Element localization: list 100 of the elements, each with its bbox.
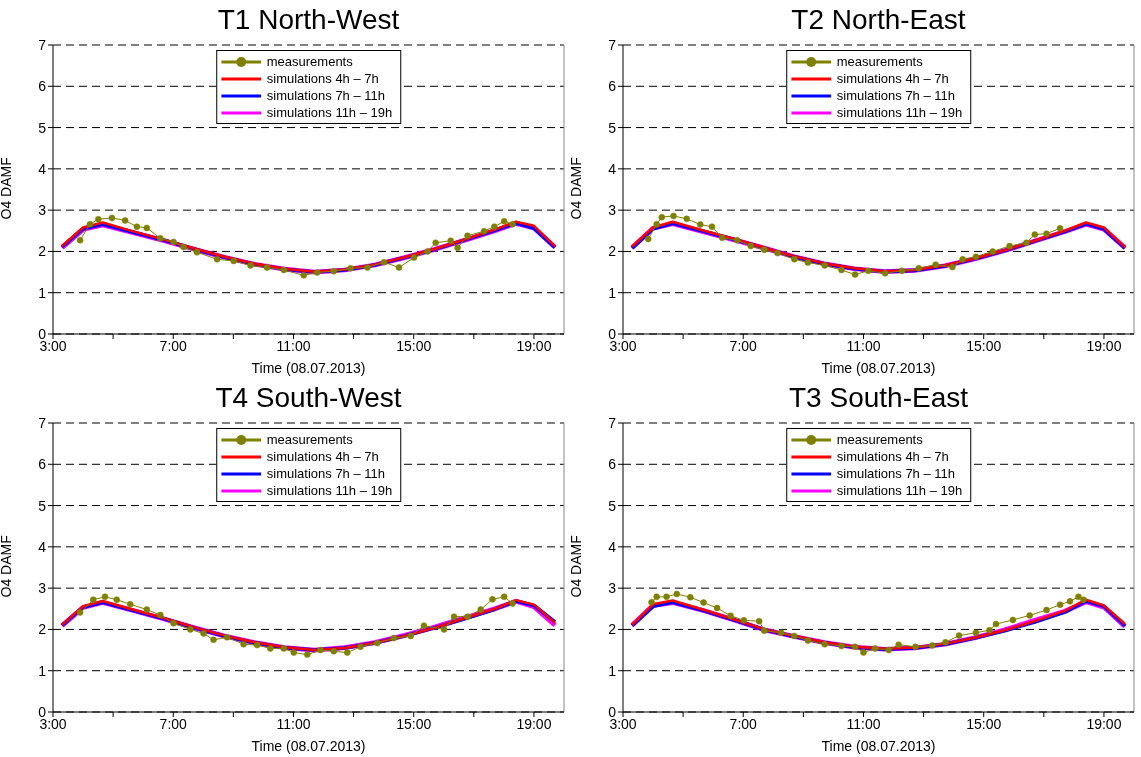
point <box>143 224 151 232</box>
x-tick-label: 7:00 <box>729 337 758 354</box>
point <box>683 215 690 223</box>
point <box>108 214 116 222</box>
point <box>489 596 496 603</box>
point <box>1080 596 1087 603</box>
point <box>500 218 508 225</box>
point <box>447 237 454 244</box>
point <box>477 606 484 613</box>
point <box>648 598 655 606</box>
y-tick-label: 7 <box>38 414 47 431</box>
point <box>747 242 754 250</box>
y-tick-label: 2 <box>608 621 617 638</box>
point <box>989 248 996 255</box>
x-tick-label: 19:00 <box>1086 337 1122 354</box>
point <box>697 221 704 228</box>
y-tick-label: 7 <box>608 36 617 53</box>
point <box>480 227 488 235</box>
legend-label: simulations 11h – 19h <box>266 105 393 120</box>
x-tick-label: 19:00 <box>516 715 552 732</box>
point <box>76 237 84 244</box>
point <box>364 264 371 271</box>
point <box>932 261 939 268</box>
point <box>127 600 134 608</box>
x-tick-label: 7:00 <box>729 715 758 732</box>
point <box>90 596 97 603</box>
point <box>330 268 337 275</box>
point <box>170 238 177 246</box>
y-tick-label: 5 <box>38 497 47 514</box>
legend-label: simulations 11h – 19h <box>836 483 963 498</box>
point <box>213 256 221 263</box>
y-tick-label: 6 <box>38 78 47 95</box>
legend-label: measurements <box>836 432 923 447</box>
y-tick-label: 6 <box>38 456 47 473</box>
point <box>290 649 298 656</box>
point <box>263 264 271 271</box>
point <box>121 217 129 224</box>
legend-label: simulations 7h – 11h <box>836 88 956 103</box>
x-tick-label: 7:00 <box>159 715 188 732</box>
y-tick-label: 2 <box>38 243 47 260</box>
point <box>761 627 768 634</box>
y-axis-title: O4 DAMF <box>567 535 584 598</box>
legend-label: simulations 11h – 19h <box>266 483 393 498</box>
point <box>101 593 109 601</box>
point <box>280 266 288 274</box>
point <box>959 256 966 263</box>
y-tick-label: 3 <box>608 580 617 597</box>
point <box>464 232 471 239</box>
point <box>210 636 217 643</box>
point <box>223 634 231 641</box>
x-tick-label: 7:00 <box>159 337 188 354</box>
point <box>454 244 461 251</box>
point <box>247 262 254 269</box>
point <box>380 258 388 266</box>
chart-title: T4 South-West <box>214 382 403 414</box>
point <box>838 266 845 274</box>
x-axis-title: Time (08.07.2013) <box>820 360 937 376</box>
point <box>500 593 508 601</box>
point <box>509 600 516 607</box>
y-tick-label: 0 <box>608 703 617 720</box>
point <box>871 645 879 652</box>
x-tick-label: 19:00 <box>516 337 552 354</box>
point <box>491 223 498 230</box>
point <box>804 637 812 644</box>
legend-label: simulations 7h – 11h <box>266 88 386 103</box>
y-tick-label: 5 <box>608 497 617 514</box>
point <box>420 622 428 629</box>
point <box>317 646 324 654</box>
y-tick-label: 0 <box>608 325 617 342</box>
point <box>1043 230 1050 237</box>
chart-title: T1 North-West <box>216 4 401 36</box>
point <box>733 237 741 244</box>
point <box>76 609 84 616</box>
point <box>113 596 120 603</box>
legend-label: measurements <box>266 54 353 69</box>
x-tick-label: 11:00 <box>846 715 881 732</box>
point <box>200 630 207 637</box>
point <box>1056 601 1064 608</box>
y-tick-label: 1 <box>608 284 617 301</box>
x-axis-title: Time (08.07.2013) <box>250 360 367 376</box>
x-axis-title: Time (08.07.2013) <box>250 738 367 754</box>
point <box>267 645 274 652</box>
point <box>912 643 919 651</box>
legend-label: simulations 4h – 7h <box>836 449 949 464</box>
x-tick-label: 11:00 <box>276 715 311 732</box>
point <box>300 272 307 279</box>
point <box>1066 598 1074 605</box>
y-tick-label: 7 <box>38 36 47 53</box>
point <box>804 259 812 266</box>
point <box>713 604 721 612</box>
point <box>304 651 311 658</box>
point <box>330 648 337 655</box>
point <box>143 606 151 613</box>
point <box>949 263 956 271</box>
legend-label: simulations 4h – 7h <box>266 71 379 86</box>
point <box>658 213 666 221</box>
point <box>885 646 892 654</box>
point <box>1009 616 1017 624</box>
point <box>432 239 439 247</box>
legend-label: measurements <box>266 432 353 447</box>
